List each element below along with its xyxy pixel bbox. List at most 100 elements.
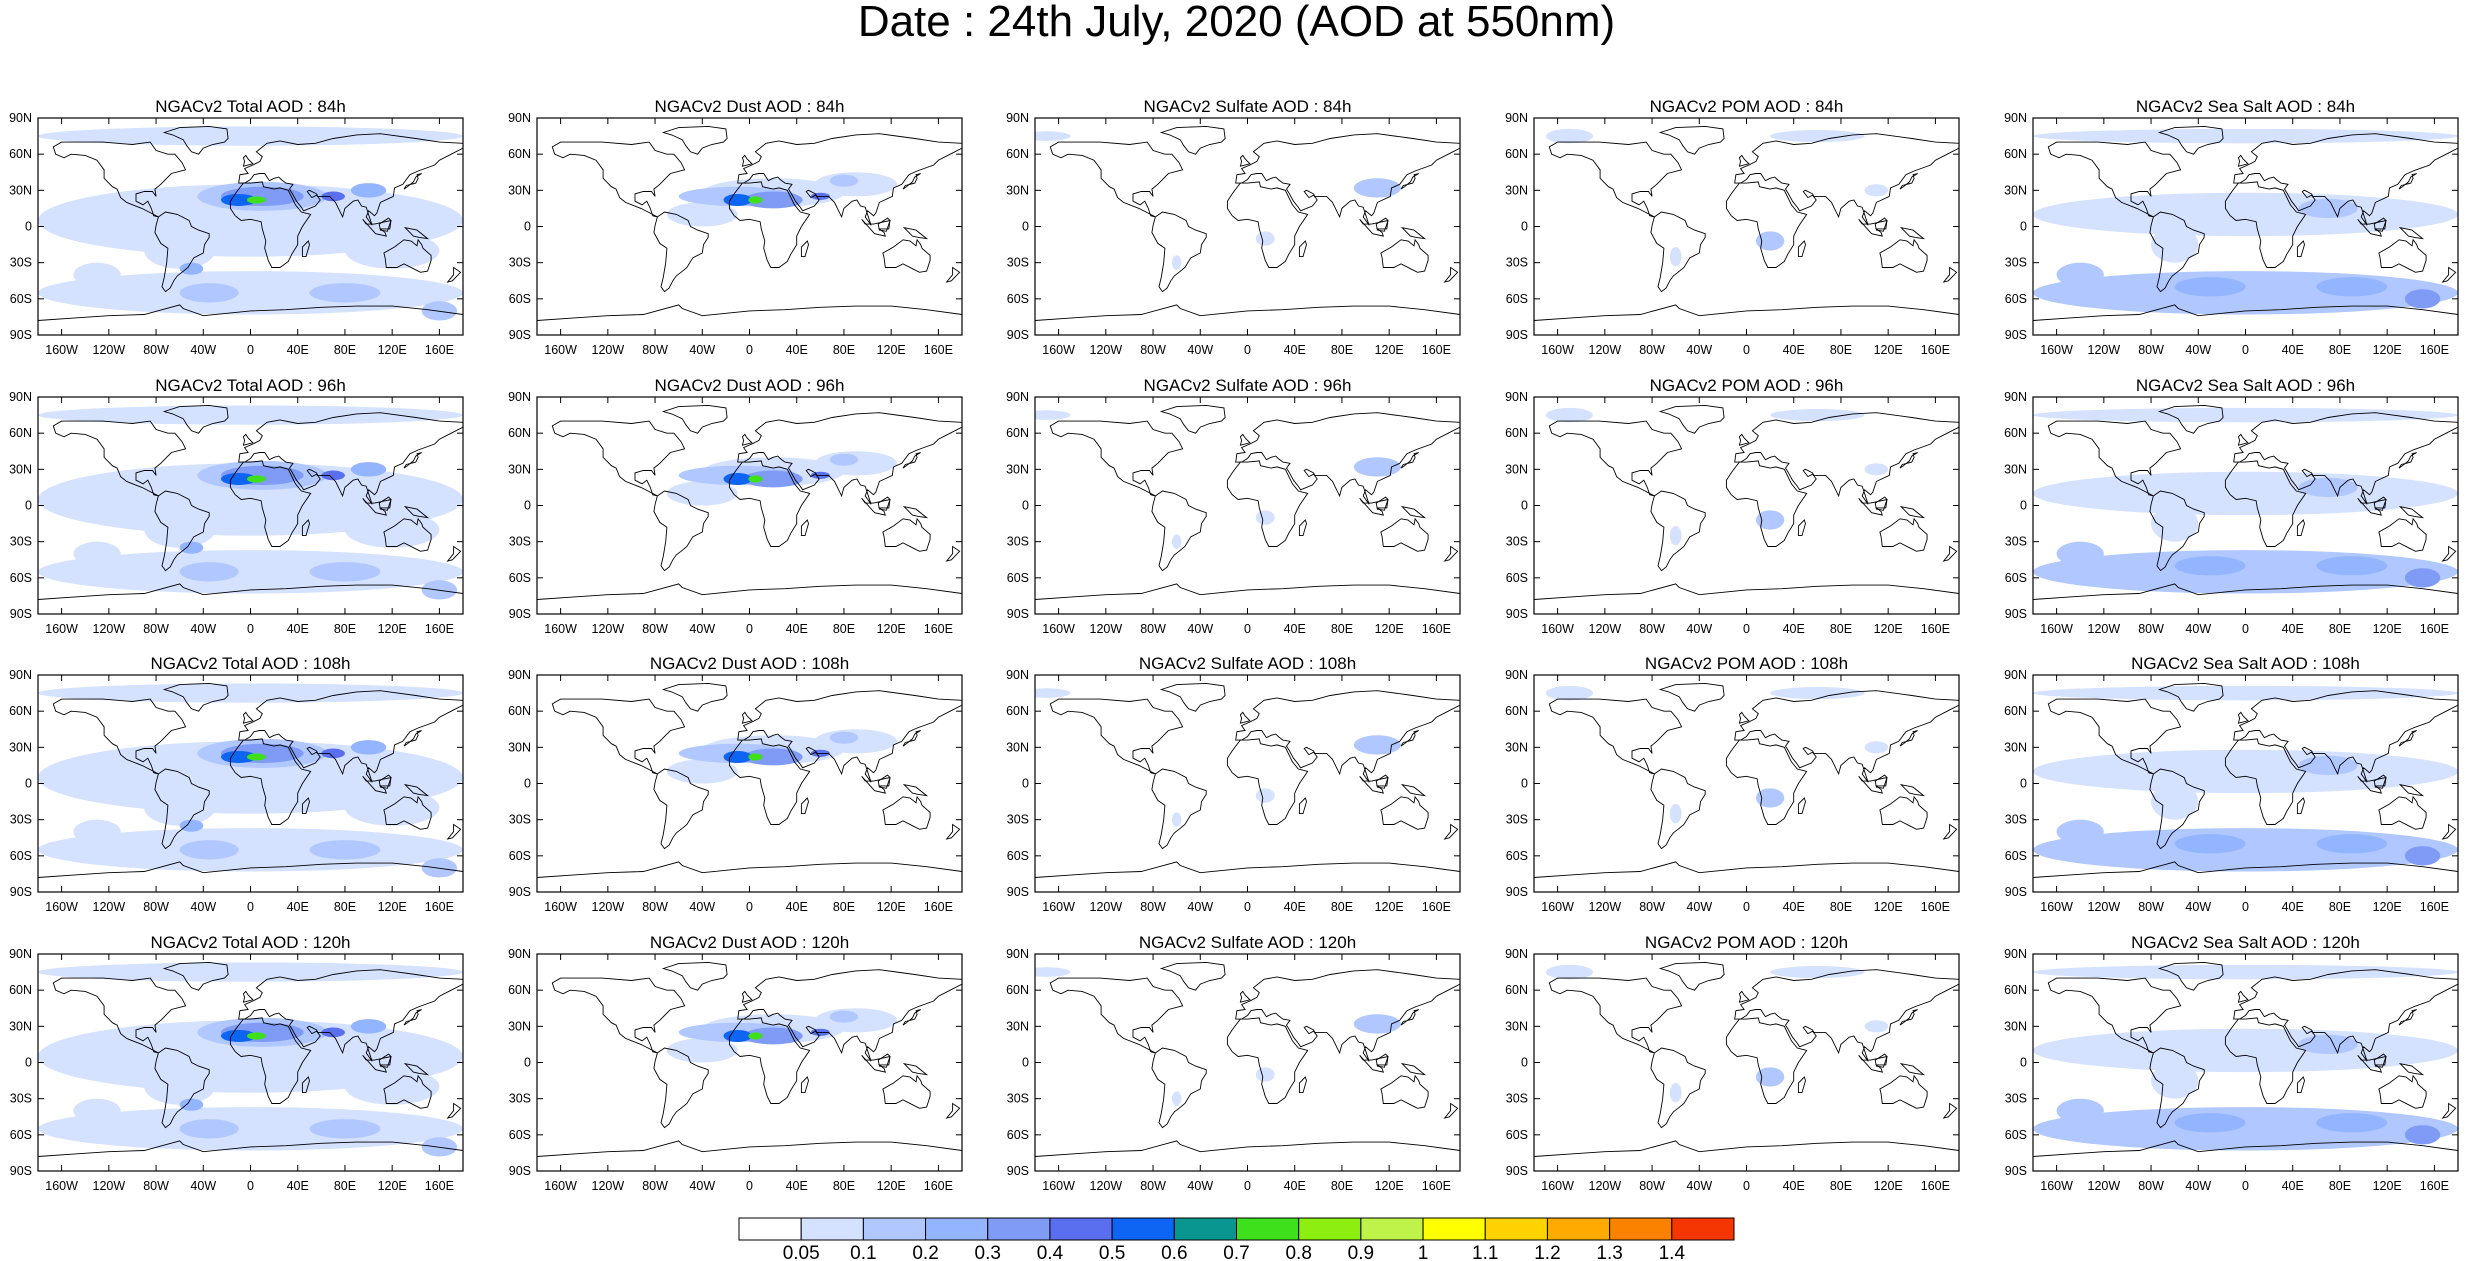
- coastline-australia: [2378, 1074, 2427, 1109]
- lon-tick-label: 80W: [1140, 343, 1166, 357]
- colorbar-swatch: [1049, 1217, 1113, 1241]
- lon-tick-label: 120E: [1874, 343, 1903, 357]
- coastline-newguinea: [1400, 226, 1427, 240]
- lon-tick-label: 120E: [378, 1179, 407, 1193]
- lon-tick-label: 80W: [642, 900, 668, 914]
- lon-tick-label: 80E: [2329, 622, 2351, 636]
- lon-tick-label: 40W: [1187, 343, 1213, 357]
- coastline-greenland: [661, 682, 728, 712]
- lat-tick-label: 30N: [9, 462, 32, 476]
- lat-tick-label: 0: [1022, 777, 1029, 791]
- lat-tick-label: 30S: [10, 256, 32, 270]
- coastline-japan: [403, 452, 422, 469]
- panel-title: NGACv2 Sulfate AOD : 96h: [1144, 376, 1352, 395]
- colorbar-swatch: [1671, 1217, 1735, 1241]
- coastline-africa: [728, 181, 811, 268]
- lon-tick-label: 80E: [1331, 343, 1353, 357]
- lon-tick-label: 40E: [786, 1179, 808, 1193]
- coastline-antarctica: [38, 861, 463, 878]
- aod-shading: [309, 1119, 381, 1139]
- coastline-newguinea: [2398, 1062, 2425, 1076]
- coastline-newguinea: [902, 226, 929, 240]
- lat-tick-label: 30S: [1007, 535, 1029, 549]
- lat-tick-label: 0: [1022, 1056, 1029, 1070]
- lon-tick-label: 40W: [1187, 622, 1213, 636]
- aod-shading: [246, 753, 266, 761]
- coastline-southamerica: [2149, 490, 2205, 572]
- coastline-indonesia: [2357, 775, 2387, 794]
- coastline-northamerica: [551, 977, 686, 1054]
- lon-tick-label: 120W: [1090, 622, 1123, 636]
- coastline-antarctica: [38, 304, 463, 321]
- map-field: [2033, 675, 2458, 892]
- lat-tick-label: 90N: [2004, 390, 2027, 404]
- lat-tick-label: 90S: [10, 885, 32, 899]
- coastline-greenland: [2157, 961, 2224, 991]
- aod-shading: [179, 1098, 204, 1111]
- lon-tick-label: 0: [1244, 900, 1251, 914]
- coastline-borneo: [1874, 774, 1888, 789]
- aod-shading: [309, 562, 381, 582]
- aod-shading: [38, 184, 463, 257]
- coastline-greenland: [1658, 961, 1725, 991]
- lon-tick-label: 80W: [2138, 622, 2164, 636]
- lon-tick-label: 40W: [2185, 1179, 2211, 1193]
- lon-tick-label: 80W: [2138, 343, 2164, 357]
- lon-tick-label: 40E: [287, 1179, 309, 1193]
- aod-shading: [2033, 407, 2458, 423]
- lat-tick-label: 90S: [10, 607, 32, 621]
- coastline-indonesia: [1858, 218, 1888, 237]
- coastline-southamerica: [1650, 490, 1706, 572]
- lon-tick-label: 160E: [1422, 1179, 1451, 1193]
- coastline-japan: [403, 730, 422, 747]
- coastline-australia: [1879, 795, 1928, 830]
- coastline-madagascar: [2296, 519, 2305, 537]
- lon-tick-label: 80W: [642, 343, 668, 357]
- lon-tick-label: 120E: [1375, 343, 1404, 357]
- lat-tick-label: 60S: [2005, 571, 2027, 585]
- lat-tick-label: 30S: [1506, 535, 1528, 549]
- lat-tick-label: 30N: [9, 183, 32, 197]
- aod-shading: [829, 174, 859, 187]
- lat-tick-label: 90N: [1505, 947, 1528, 961]
- lon-tick-label: 160E: [924, 343, 953, 357]
- lon-tick-label: 160W: [2040, 622, 2073, 636]
- coastline-madagascar: [2296, 1076, 2305, 1094]
- lon-tick-label: 160E: [425, 622, 454, 636]
- lat-tick-label: 60S: [2005, 1128, 2027, 1142]
- map-background: [537, 118, 962, 335]
- coastline-eurasia: [1235, 412, 1460, 505]
- lat-tick-label: 60N: [2004, 147, 2027, 161]
- coastline-greenland: [2157, 404, 2224, 434]
- lon-tick-label: 40E: [1783, 343, 1805, 357]
- lon-tick-label: 80E: [1830, 900, 1852, 914]
- lon-tick-label: 160E: [425, 1179, 454, 1193]
- coastline-southamerica: [2149, 1047, 2205, 1129]
- aod-shading: [38, 962, 463, 982]
- aod-shading: [829, 453, 859, 466]
- aod-shading: [220, 472, 257, 486]
- aod-shading: [38, 683, 463, 703]
- lon-tick-label: 160E: [1921, 343, 1950, 357]
- aod-shading: [38, 126, 463, 146]
- lon-tick-label: 160E: [2420, 622, 2449, 636]
- aod-shading: [2033, 685, 2458, 701]
- map-field: [1035, 118, 1460, 335]
- lon-tick-label: 80E: [1830, 1179, 1852, 1193]
- lon-tick-label: 40E: [1783, 1179, 1805, 1193]
- lat-tick-label: 90S: [10, 1164, 32, 1178]
- lon-tick-label: 120W: [93, 343, 126, 357]
- coastline-northamerica: [1548, 141, 1683, 218]
- coastline-borneo: [1375, 217, 1389, 232]
- coastline-japan: [1899, 1009, 1918, 1026]
- coastline-borneo: [1874, 1053, 1888, 1068]
- lon-tick-label: 120E: [1874, 1179, 1903, 1193]
- lat-tick-label: 60S: [509, 571, 531, 585]
- coastline-japan: [403, 1009, 422, 1026]
- coastline-northamerica: [52, 698, 187, 775]
- coastline-australia: [882, 1074, 931, 1109]
- coastline-newguinea: [902, 1062, 929, 1076]
- lon-tick-label: 0: [1743, 343, 1750, 357]
- coastline-greenland: [2157, 125, 2224, 155]
- lat-tick-label: 0: [524, 220, 531, 234]
